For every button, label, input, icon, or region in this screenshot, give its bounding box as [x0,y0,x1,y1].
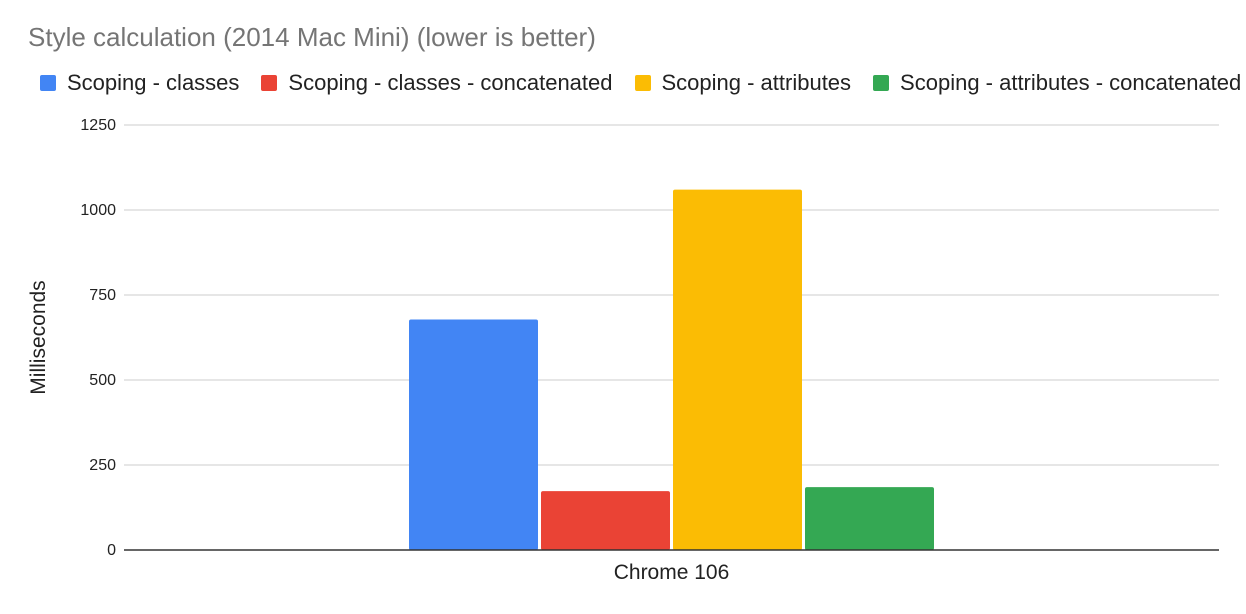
bar [673,189,802,550]
legend-swatch [261,75,278,91]
bar [409,319,538,550]
y-tick-label: 750 [89,287,116,304]
y-axis-title: Milliseconds [27,280,50,394]
bar [541,491,670,550]
legend-item[interactable]: Scoping - attributes - concatenated [873,70,1241,96]
legend-label: Scoping - attributes [661,70,852,95]
legend-item[interactable]: Scoping - attributes [634,70,852,96]
legend-swatch [634,75,651,91]
y-tick-label: 1250 [80,117,116,134]
legend-swatch [40,75,56,91]
legend-label: Scoping - attributes - concatenated [900,70,1242,95]
legend-label: Scoping - classes [67,70,240,95]
chart-title: Style calculation (2014 Mac Mini) (lower… [28,22,596,52]
y-tick-label: 500 [89,372,116,389]
legend: Scoping - classes Scoping - classes - co… [40,70,1246,96]
legend-item[interactable]: Scoping - classes [40,70,239,96]
y-tick-label: 0 [107,542,116,559]
x-tick-label: Chrome 106 [614,561,730,584]
y-tick-label: 1000 [80,202,116,219]
legend-label: Scoping - classes - concatenated [288,70,613,95]
legend-swatch [873,75,890,91]
legend-item[interactable]: Scoping - classes - concatenated [261,70,613,96]
bar [805,487,934,550]
y-tick-label: 250 [89,457,116,474]
